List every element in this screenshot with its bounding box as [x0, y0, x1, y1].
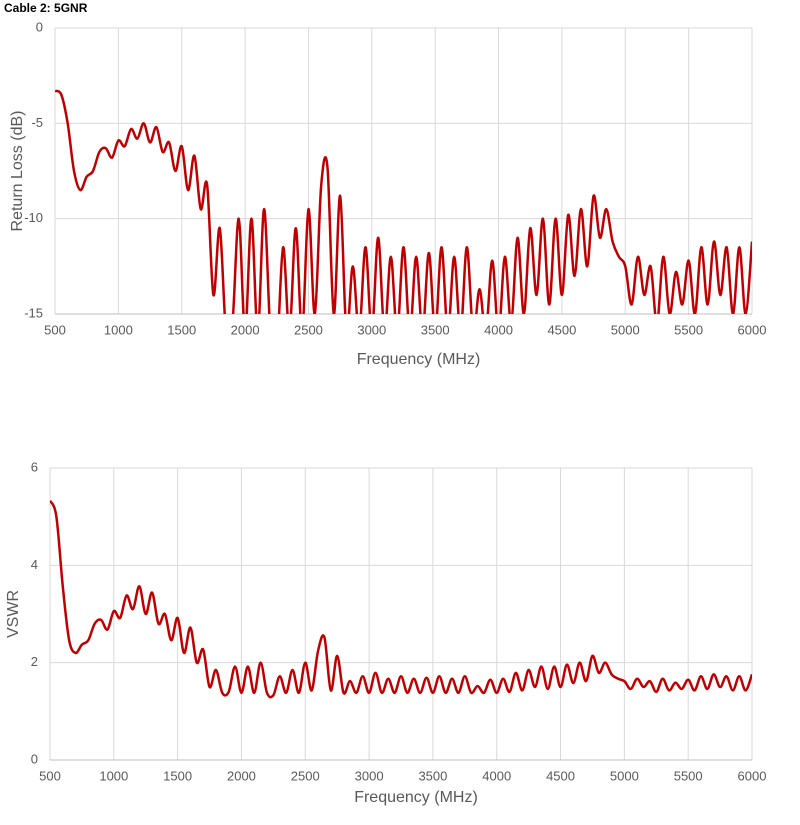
- x-tick-label: 1500: [163, 768, 192, 783]
- y-tick-label: 0: [36, 19, 43, 34]
- x-tick-label: 5500: [674, 768, 703, 783]
- y-tick-label: 2: [31, 654, 38, 669]
- x-tick-label: 4500: [546, 768, 575, 783]
- x-axis-title: Frequency (MHz): [357, 351, 481, 368]
- x-axis-title: Frequency (MHz): [354, 789, 478, 806]
- y-axis-title: VSWR: [5, 590, 22, 638]
- x-tick-label: 4000: [484, 322, 513, 337]
- x-tick-label: 500: [39, 768, 61, 783]
- x-tick-label: 6000: [738, 768, 767, 783]
- data-line: [50, 499, 752, 699]
- x-tick-label: 4000: [482, 768, 511, 783]
- y-tick-label: 4: [31, 557, 38, 572]
- x-tick-label: 3500: [421, 322, 450, 337]
- x-tick-label: 5000: [611, 322, 640, 337]
- y-tick-label: -5: [31, 115, 43, 130]
- y-axis-title: Return Loss (dB): [9, 111, 26, 232]
- y-tick-label: -15: [24, 305, 43, 320]
- x-tick-label: 4500: [547, 322, 576, 337]
- x-tick-label: 1000: [99, 768, 128, 783]
- x-tick-label: 1500: [167, 322, 196, 337]
- x-tick-label: 6000: [738, 322, 767, 337]
- data-line: [55, 89, 752, 314]
- x-tick-label: 2000: [227, 768, 256, 783]
- x-tick-label: 5500: [674, 322, 703, 337]
- y-tick-label: 0: [31, 751, 38, 766]
- x-tick-label: 3500: [418, 768, 447, 783]
- y-tick-label: 6: [31, 459, 38, 474]
- x-tick-label: 2500: [291, 768, 320, 783]
- x-tick-label: 5000: [610, 768, 639, 783]
- x-tick-label: 1000: [104, 322, 133, 337]
- x-tick-label: 3000: [357, 322, 386, 337]
- y-tick-label: -10: [24, 210, 43, 225]
- x-tick-label: 2500: [294, 322, 323, 337]
- x-tick-label: 2000: [231, 322, 260, 337]
- x-tick-label: 3000: [355, 768, 384, 783]
- page-title: Cable 2: 5GNR: [4, 1, 88, 15]
- x-tick-label: 500: [44, 322, 66, 337]
